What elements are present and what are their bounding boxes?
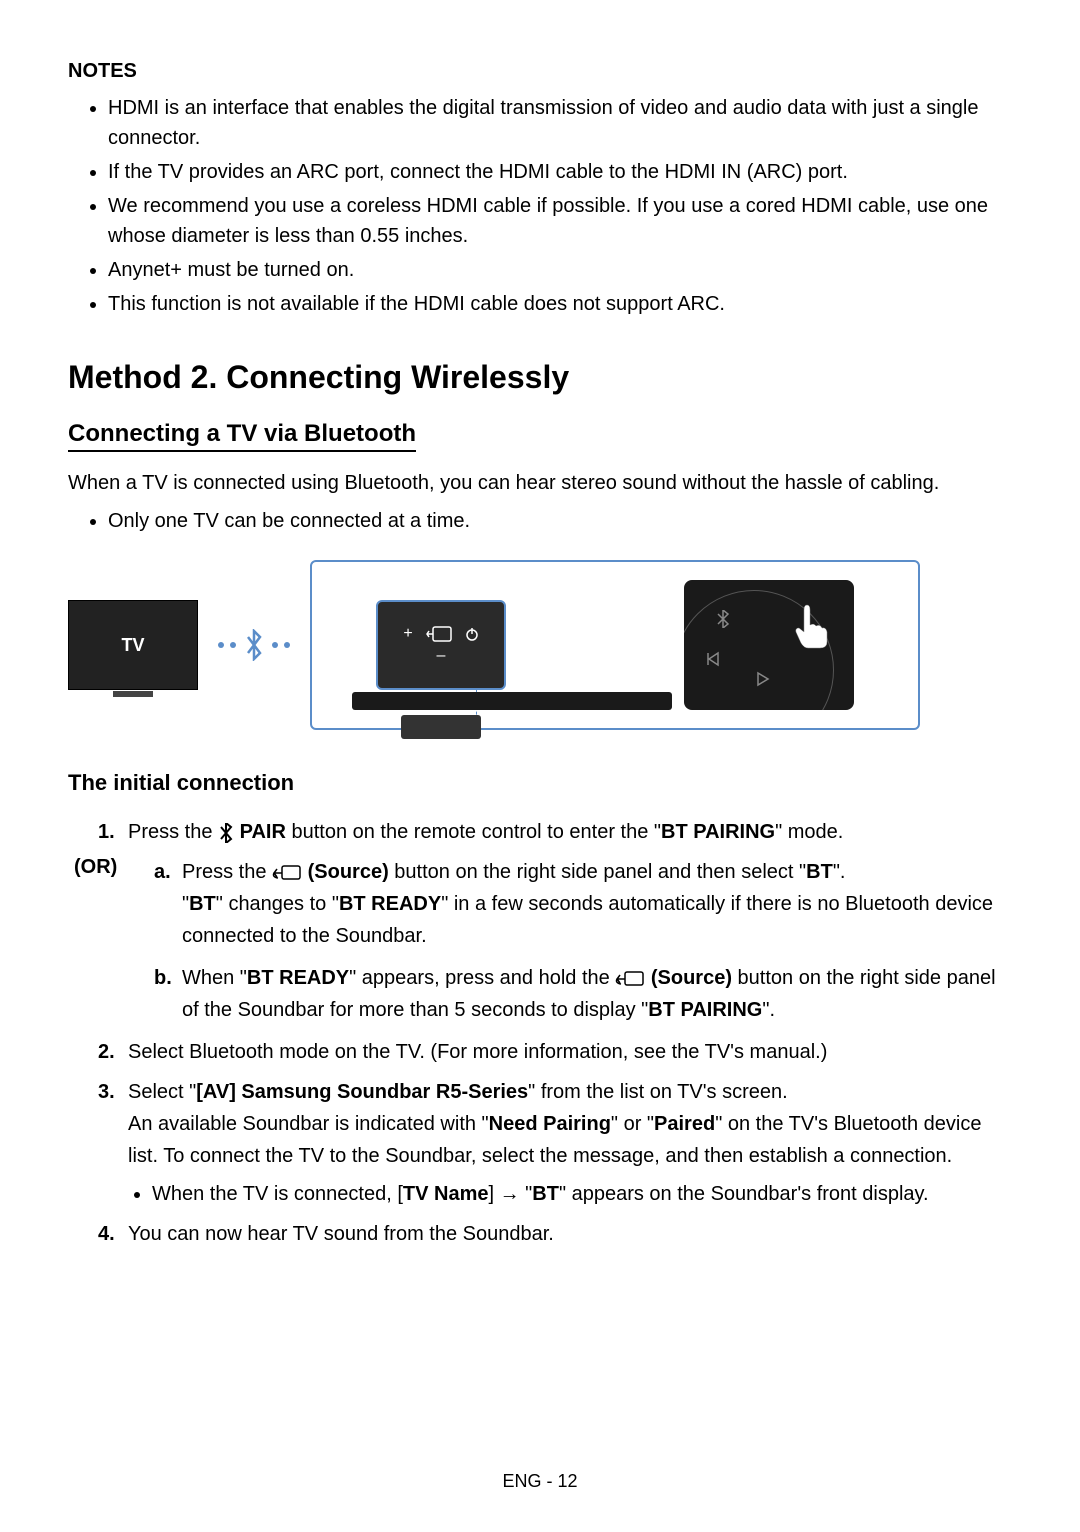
initial-heading: The initial connection <box>68 770 1012 796</box>
sub-steps: a. Press the (Source) button on the righ… <box>98 856 1012 1026</box>
or-badge: (OR) <box>74 856 117 879</box>
step-list-cont: 2. Select Bluetooth mode on the TV. (For… <box>68 1036 1012 1250</box>
bt-subheading: Connecting a TV via Bluetooth <box>68 420 416 452</box>
source-icon <box>615 970 645 988</box>
hand-icon <box>784 600 834 655</box>
soundbar-icon <box>352 692 672 710</box>
bt-small-icon <box>714 610 732 628</box>
step-a: a. Press the (Source) button on the righ… <box>154 856 1012 952</box>
step-3-bullet: When the TV is connected, [TV Name] → "B… <box>152 1178 1012 1210</box>
page-footer: ENG - 12 <box>0 1471 1080 1492</box>
notes-item: This function is not available if the HD… <box>108 289 1012 319</box>
notes-list: HDMI is an interface that enables the di… <box>68 93 1012 319</box>
soundbar-panel: + – OR <box>310 560 920 730</box>
power-icon <box>465 627 479 641</box>
notes-item: If the TV provides an ARC port, connect … <box>108 157 1012 187</box>
touch-control-icon <box>684 580 854 710</box>
plus-icon: + <box>403 625 412 643</box>
notes-item: HDMI is an interface that enables the di… <box>108 93 1012 153</box>
step-3: 3. Select "[AV] Samsung Soundbar R5-Seri… <box>98 1076 1012 1210</box>
tv-icon: TV <box>68 600 198 690</box>
remote-zoom: + – <box>376 600 506 690</box>
notes-item: We recommend you use a coreless HDMI cab… <box>108 191 1012 251</box>
diagram-row: TV + – OR <box>68 560 1012 730</box>
play-icon <box>754 670 772 688</box>
bt-intro: When a TV is connected using Bluetooth, … <box>68 468 1012 498</box>
step-list: 1. Press the PAIR button on the remote c… <box>68 816 1012 848</box>
step-4: 4. You can now hear TV sound from the So… <box>98 1218 1012 1250</box>
method2-heading: Method 2. Connecting Wirelessly <box>68 359 1012 396</box>
bt-bullets: Only one TV can be connected at a time. <box>68 506 1012 536</box>
bluetooth-icon <box>218 823 234 843</box>
prev-icon <box>704 650 722 668</box>
step-2: 2. Select Bluetooth mode on the TV. (For… <box>98 1036 1012 1068</box>
step-1: 1. Press the PAIR button on the remote c… <box>98 816 1012 848</box>
source-icon <box>425 625 453 643</box>
bluetooth-icon <box>218 629 290 661</box>
minus-icon: – <box>437 647 446 665</box>
source-icon <box>272 864 302 882</box>
bt-bullet-item: Only one TV can be connected at a time. <box>108 506 1012 536</box>
notes-heading: NOTES <box>68 60 1012 83</box>
notes-item: Anynet+ must be turned on. <box>108 255 1012 285</box>
step-b: b. When "BT READY" appears, press and ho… <box>154 962 1012 1026</box>
